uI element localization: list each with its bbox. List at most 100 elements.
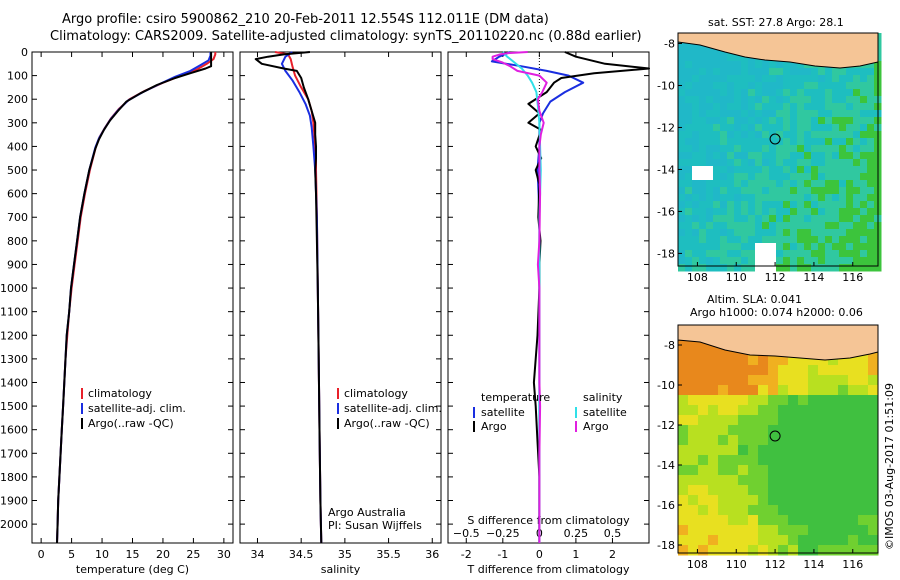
map-cell <box>832 201 840 209</box>
map-cell <box>755 110 763 118</box>
map-cell <box>713 152 721 160</box>
map-cell <box>828 425 839 436</box>
map-cell <box>708 415 719 426</box>
map-cell <box>818 365 829 376</box>
map-cell <box>720 166 728 174</box>
map-cell <box>828 445 839 456</box>
map-cell <box>846 173 854 181</box>
map-cell <box>788 385 799 396</box>
map-cell <box>734 194 742 202</box>
depth-tick-label: 2000 <box>0 518 28 531</box>
map-cell <box>699 47 707 55</box>
map-cell <box>839 159 847 167</box>
map-cell <box>828 405 839 416</box>
map-cell <box>734 124 742 132</box>
map-cell <box>708 445 719 456</box>
map-cell <box>741 264 749 272</box>
map-cell <box>825 257 833 265</box>
map-cell <box>769 61 777 69</box>
map-cell <box>868 365 879 376</box>
map-cell <box>776 243 784 251</box>
map-cell <box>718 465 729 476</box>
sst-map-ytick-label: -8 <box>664 37 675 50</box>
map-cell <box>727 222 735 230</box>
map-cell <box>758 535 769 546</box>
map-cell <box>706 68 714 76</box>
sla-map-xtick-label: 116 <box>842 558 863 571</box>
map-cell <box>798 365 809 376</box>
map-cell <box>853 96 861 104</box>
map-cell <box>776 68 784 76</box>
map-cell <box>853 152 861 160</box>
map-cell <box>811 187 819 195</box>
map-cell <box>728 415 739 426</box>
map-cell <box>713 68 721 76</box>
map-cell <box>776 229 784 237</box>
map-cell <box>692 96 700 104</box>
map-cell <box>685 194 693 202</box>
map-cell <box>685 180 693 188</box>
map-cell <box>748 243 756 251</box>
map-cell <box>797 201 805 209</box>
legend-temperature-title: temperature <box>481 391 550 404</box>
map-cell <box>692 131 700 139</box>
map-cell <box>818 96 826 104</box>
map-cell <box>678 75 686 83</box>
map-cell <box>825 229 833 237</box>
map-cell <box>811 124 819 132</box>
map-cell <box>678 243 686 251</box>
map-cell <box>748 68 756 76</box>
map-cell <box>811 201 819 209</box>
map-cell <box>748 124 756 132</box>
map-cell <box>734 257 742 265</box>
map-cell <box>734 166 742 174</box>
map-cell <box>734 145 742 153</box>
map-cell <box>846 138 854 146</box>
difference-top-tick-label: −0.5 <box>453 527 480 540</box>
map-cell <box>769 222 777 230</box>
map-cell <box>778 475 789 486</box>
difference-top-tick-label: 0.25 <box>564 527 589 540</box>
map-cell <box>698 535 709 546</box>
map-cell <box>748 166 756 174</box>
map-cell <box>808 495 819 506</box>
map-cell <box>678 375 689 386</box>
map-cell <box>828 515 839 526</box>
map-cell <box>860 257 868 265</box>
map-cell <box>811 215 819 223</box>
map-cell <box>678 455 689 466</box>
map-cell <box>853 124 861 132</box>
map-cell <box>688 425 699 436</box>
map-cell <box>811 222 819 230</box>
map-cell <box>748 215 756 223</box>
map-cell <box>825 89 833 97</box>
map-cell <box>713 243 721 251</box>
map-cell <box>776 124 784 132</box>
map-cell <box>769 96 777 104</box>
map-cell <box>838 395 849 406</box>
map-cell <box>868 475 879 486</box>
map-cell <box>728 385 739 396</box>
map-cell <box>734 236 742 244</box>
map-cell <box>692 89 700 97</box>
map-cell <box>708 525 719 536</box>
map-cell <box>727 194 735 202</box>
map-cell <box>848 495 859 506</box>
map-cell <box>699 138 707 146</box>
map-cell <box>790 131 798 139</box>
map-cell <box>874 264 882 272</box>
depth-tick-label: 1800 <box>0 471 28 484</box>
map-cell <box>839 236 847 244</box>
map-cell <box>868 435 879 446</box>
map-cell <box>728 395 739 406</box>
map-cell <box>727 61 735 69</box>
map-cell <box>853 257 861 265</box>
map-cell <box>811 180 819 188</box>
map-cell <box>853 82 861 90</box>
map-cell <box>706 250 714 258</box>
map-cell <box>748 257 756 265</box>
legend-salinity-title: salinity <box>583 391 623 404</box>
map-cell <box>768 415 779 426</box>
map-cell <box>776 82 784 90</box>
